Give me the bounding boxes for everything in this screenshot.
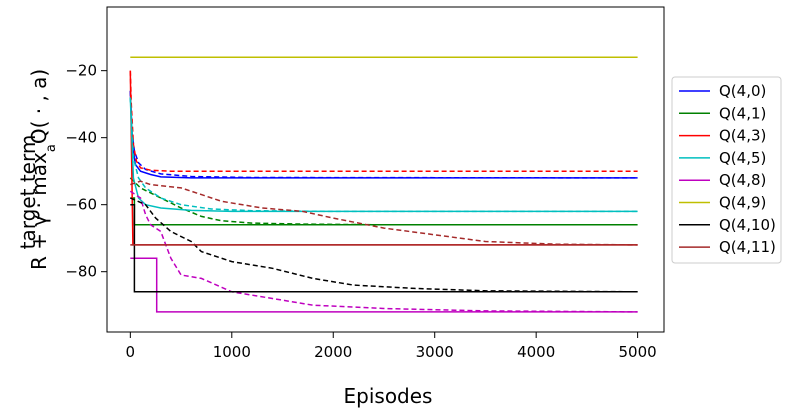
series-line-q4-3 bbox=[129, 70, 638, 246]
y-tick-label: −80 bbox=[65, 263, 97, 281]
legend-label-q4-5: Q(4,5) bbox=[719, 149, 766, 167]
legend-label-q4-11: Q(4,11) bbox=[719, 238, 776, 256]
legend-label-q4-0: Q(4,0) bbox=[719, 82, 766, 100]
series-line-q4-10 bbox=[130, 203, 638, 293]
x-tick-label: 5000 bbox=[619, 343, 657, 361]
series-dashed-line-q4-11 bbox=[130, 180, 638, 246]
y-axis-label-subscript: a bbox=[44, 144, 59, 152]
y-axis: −20 −40 −60 −80 bbox=[65, 62, 107, 281]
legend-label-q4-1: Q(4,1) bbox=[719, 104, 766, 122]
legend: Q(4,0) Q(4,1) Q(4,3) Q(4,5) Q(4,8) Q(4,9) Q(4,… bbox=[671, 76, 782, 264]
y-tick-label: −20 bbox=[65, 62, 97, 80]
y-tick-label: −60 bbox=[65, 196, 97, 214]
series-dashed-line-q4-5 bbox=[129, 97, 638, 213]
legend-label-q4-10: Q(4,10) bbox=[719, 216, 776, 234]
x-tick-label: 3000 bbox=[416, 343, 454, 361]
series-dashed-line-q4-0 bbox=[129, 90, 638, 179]
x-axis: 0 1000 2000 3000 4000 5000 bbox=[126, 332, 657, 361]
series-dashed-line-q4-1 bbox=[129, 177, 638, 226]
legend-label-q4-8: Q(4,8) bbox=[719, 171, 766, 189]
plot-frame bbox=[106, 6, 665, 333]
legend-box bbox=[671, 76, 782, 264]
x-tick-label: 2000 bbox=[314, 343, 352, 361]
y-axis-label-line2: R + γ · maxaQ( · , a) bbox=[27, 69, 59, 270]
plot-lines bbox=[129, 56, 638, 313]
series-dashed-line-q4-3 bbox=[129, 70, 638, 172]
y-tick-label: −40 bbox=[65, 129, 97, 147]
x-tick-label: 1000 bbox=[213, 343, 251, 361]
x-tick-label: 4000 bbox=[517, 343, 555, 361]
legend-label-q4-3: Q(4,3) bbox=[719, 127, 766, 145]
series-line-q4-8 bbox=[130, 257, 638, 313]
series-line-q4-0 bbox=[129, 90, 638, 179]
series-dashed-line-q4-10 bbox=[129, 197, 638, 293]
series-line-q4-5 bbox=[129, 97, 638, 213]
y-axis-label-line1: target term bbox=[16, 135, 40, 250]
y-axis-label-main: R + γ · max bbox=[27, 152, 51, 270]
series-dashed-line-q4-8 bbox=[129, 190, 638, 313]
x-axis-label: Episodes bbox=[344, 384, 433, 408]
x-tick-label: 0 bbox=[126, 343, 136, 361]
y-axis-label-tail: Q( · , a) bbox=[27, 69, 51, 144]
y-axis-label: target term R + γ · maxaQ( · , a) bbox=[16, 69, 59, 270]
legend-label-q4-9: Q(4,9) bbox=[719, 194, 766, 212]
